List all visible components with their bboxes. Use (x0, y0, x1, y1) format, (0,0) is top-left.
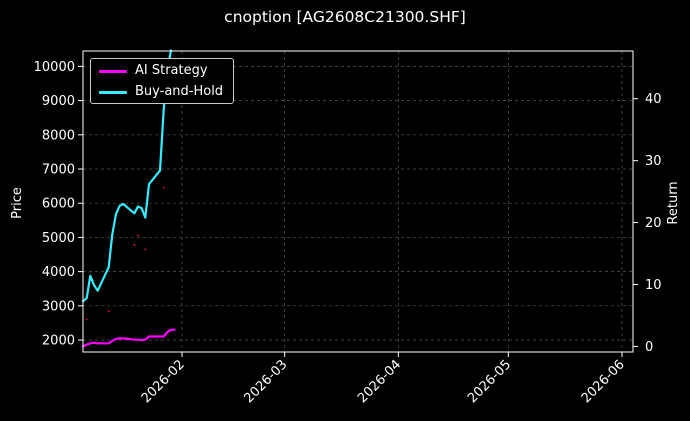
y-axis-right: 0 10 20 30 40 (633, 92, 662, 355)
series-lines (81, 49, 176, 348)
x-tick-label: 2026-06 (579, 357, 628, 406)
legend-item-ai-strategy: AI Strategy (91, 62, 235, 80)
y-tick-label: 5000 (42, 231, 75, 246)
y-tick-label: 8000 (42, 128, 75, 143)
y-tick-label: 2000 (42, 334, 75, 349)
legend-swatch-buy-and-hold (99, 91, 127, 94)
price-point (85, 318, 88, 321)
price-point (107, 310, 110, 313)
y2-axis-label: Return (666, 181, 681, 224)
price-point (144, 248, 147, 251)
x-tick-label: 2026-02 (139, 357, 188, 406)
legend-swatch-ai-strategy (99, 70, 127, 73)
series-line-buy-and-hold (81, 49, 173, 303)
y2-tick-label: 0 (645, 340, 653, 355)
y-tick-label: 3000 (42, 299, 75, 314)
x-axis: 2026-02 2026-03 2026-04 2026-05 2026-06 (139, 352, 628, 406)
price-point (133, 244, 136, 246)
legend-label-buy-and-hold: Buy-and-Hold (135, 84, 224, 99)
plot-frame (82, 50, 634, 353)
legend-item-buy-and-hold: Buy-and-Hold (91, 83, 235, 101)
y-axis-left: 2000 3000 4000 5000 6000 7000 8000 9000 10000 (34, 60, 83, 349)
price-point (162, 186, 165, 189)
legend: AI Strategy Buy-and-Hold (90, 58, 234, 104)
chart-title: cnoption [AG2608C21300.SHF] (224, 8, 466, 26)
price-point (137, 234, 139, 237)
x-tick-label: 2026-05 (465, 357, 514, 406)
x-tick-label: 2026-04 (355, 357, 404, 406)
y2-tick-label: 30 (645, 154, 662, 169)
y-tick-label: 10000 (34, 60, 75, 75)
y-tick-label: 4000 (42, 265, 75, 280)
y2-tick-label: 40 (645, 92, 662, 107)
legend-label-ai-strategy: AI Strategy (135, 63, 208, 78)
x-tick-label: 2026-03 (241, 357, 290, 406)
y2-tick-label: 10 (645, 278, 662, 293)
y-axis-label: Price (10, 187, 25, 219)
series-line-ai-strategy (81, 328, 176, 348)
y-tick-label: 6000 (42, 197, 75, 212)
y-tick-label: 7000 (42, 163, 75, 178)
y2-tick-label: 20 (645, 216, 662, 231)
y-tick-label: 9000 (42, 94, 75, 109)
